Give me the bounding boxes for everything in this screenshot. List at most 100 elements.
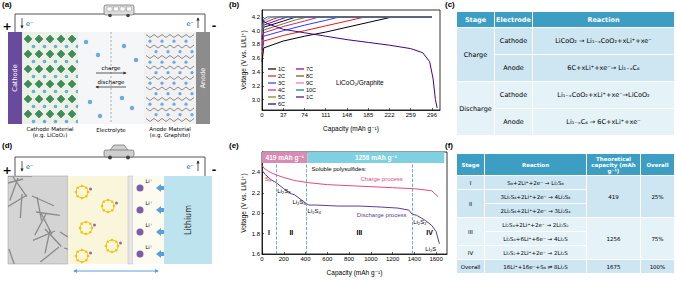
svg-text:II: II [289, 229, 293, 236]
svg-text:3.6: 3.6 [252, 55, 261, 61]
html-text:(b): (b) [229, 0, 240, 9]
svg-text:Li⁺: Li⁺ [146, 178, 153, 184]
svg-text:Li₂S₈: Li₂S₈ [277, 188, 291, 194]
svg-text:1C: 1C [278, 66, 285, 72]
svg-text:3C: 3C [278, 80, 285, 86]
html-text:(d): (d) [2, 141, 13, 150]
svg-text:Li⁺: Li⁺ [146, 244, 153, 250]
svg-text:+: + [2, 20, 11, 33]
html-text:(f): (f) [445, 141, 453, 150]
svg-text:III: III [356, 229, 362, 236]
svg-text:Capacity (mAh g⁻¹): Capacity (mAh g⁻¹) [323, 125, 379, 133]
svg-text:1256 mAh g⁻¹: 1256 mAh g⁻¹ [355, 154, 397, 162]
html-text:Charge: Charge [463, 50, 488, 59]
svg-text:0: 0 [260, 256, 264, 262]
svg-text:e⁻: e⁻ [26, 20, 33, 28]
svg-text:222: 222 [384, 112, 395, 118]
svg-text:6C: 6C [278, 101, 285, 107]
svg-text:Li₂S₂: Li₂S₂ [413, 219, 427, 225]
svg-text:S₈: S₈ [265, 176, 272, 182]
html-text:6C+xLi⁺+xe⁻→ Li₁₋ₓC₆: 6C+xLi⁺+xe⁻→ Li₁₋ₓC₆ [567, 64, 640, 72]
svg-text:2.2: 2.2 [252, 190, 261, 196]
svg-text:Anode Material: Anode Material [149, 126, 191, 132]
svg-text:Li₂S₄: Li₂S₄ [308, 208, 322, 214]
svg-text:10C: 10C [306, 87, 316, 93]
svg-text:1400: 1400 [408, 256, 422, 262]
svg-text:1.8: 1.8 [252, 231, 261, 237]
svg-text:e⁻: e⁻ [187, 20, 194, 28]
svg-text:37: 37 [280, 112, 287, 118]
svg-text:-: - [212, 19, 217, 32]
svg-text:4.0: 4.0 [252, 28, 261, 34]
svg-text:111: 111 [321, 112, 331, 118]
svg-text:3.8: 3.8 [252, 41, 261, 47]
html-text:(c): (c) [445, 0, 455, 9]
svg-text:Lithium: Lithium [184, 205, 193, 235]
svg-text:4.2: 4.2 [252, 14, 261, 20]
svg-text:-: - [212, 163, 217, 176]
svg-text:9C: 9C [306, 80, 313, 86]
svg-text:Voltage (V vs. Li/Li⁺): Voltage (V vs. Li/Li⁺) [240, 30, 248, 89]
svg-text:Cathode Material: Cathode Material [26, 126, 74, 132]
svg-text:2C: 2C [278, 73, 285, 79]
svg-text:1.6: 1.6 [252, 251, 261, 257]
svg-text:400: 400 [301, 256, 312, 262]
svg-text:8C: 8C [306, 73, 313, 79]
svg-text:Soluble polysulfides:: Soluble polysulfides: [312, 166, 367, 172]
html-text:Cathode: Cathode [499, 91, 528, 99]
svg-text:1000: 1000 [364, 256, 378, 262]
svg-text:600: 600 [322, 256, 333, 262]
svg-text:IV: IV [426, 229, 433, 236]
svg-text:Discharge process: Discharge process [357, 212, 407, 218]
svg-text:3.2: 3.2 [252, 83, 261, 89]
svg-text:Li₂S: Li₂S [425, 246, 436, 252]
svg-text:Voltage (V vs. Li/Li⁺): Voltage (V vs. Li/Li⁺) [240, 173, 248, 232]
html-text:Anode: Anode [503, 64, 524, 72]
svg-text:800: 800 [344, 256, 355, 262]
html-text:Cathode: Cathode [499, 37, 528, 45]
svg-text:Li⁺: Li⁺ [146, 222, 153, 228]
svg-text:1600: 1600 [429, 256, 443, 262]
svg-text:185: 185 [363, 112, 374, 118]
svg-text:148: 148 [342, 112, 353, 118]
svg-text:Li₂S₆: Li₂S₆ [292, 199, 306, 205]
svg-text:Anode: Anode [199, 68, 207, 89]
html-text:LiCoO₂ → Li₁₋ₓCoO₂+xLi⁺+xe⁻: LiCoO₂ → Li₁₋ₓCoO₂+xLi⁺+xe⁻ [555, 37, 652, 45]
svg-text:200: 200 [279, 256, 290, 262]
svg-text:3.4: 3.4 [252, 69, 261, 75]
svg-text:(e.g. LiCoO₂): (e.g. LiCoO₂) [33, 132, 68, 139]
svg-text:419 mAh g⁻¹: 419 mAh g⁻¹ [266, 154, 304, 162]
svg-text:1200: 1200 [386, 256, 400, 262]
svg-text:2.4: 2.4 [252, 169, 261, 175]
svg-text:1C: 1C [306, 94, 313, 100]
svg-text:3.0: 3.0 [252, 97, 261, 103]
html-text:Reaction: Reaction [587, 15, 620, 24]
svg-text:LiCoO₂/Graphite: LiCoO₂/Graphite [336, 79, 384, 87]
svg-text:e⁻: e⁻ [26, 163, 33, 171]
svg-text:74: 74 [301, 112, 308, 118]
svg-text:Cathode: Cathode [11, 64, 19, 91]
html-text:Stage: Stage [464, 15, 487, 24]
svg-text:296: 296 [427, 112, 438, 118]
svg-text:Capacity (mAh g⁻¹): Capacity (mAh g⁻¹) [327, 269, 383, 277]
svg-text:e⁻: e⁻ [187, 163, 194, 171]
svg-text:4C: 4C [278, 87, 285, 93]
svg-text:259: 259 [406, 112, 417, 118]
svg-text:Charge process: Charge process [361, 176, 403, 182]
svg-text:Electrolyte: Electrolyte [96, 127, 126, 134]
svg-text:2.0: 2.0 [252, 210, 261, 216]
svg-text:7C: 7C [306, 66, 313, 72]
html-text:Discharge: Discharge [459, 104, 492, 113]
svg-text:+: + [2, 164, 11, 177]
svg-text:charge: charge [102, 65, 122, 72]
html-text:(e): (e) [229, 141, 239, 150]
html-text:Electrode: Electrode [496, 15, 531, 24]
svg-text:Li⁺: Li⁺ [146, 200, 153, 206]
html-text:Theoretical capacity (mAh g⁻¹): Theoretical capacity (mAh g⁻¹) [591, 155, 636, 174]
html-text:(a): (a) [2, 0, 12, 9]
svg-text:discharge: discharge [98, 79, 125, 86]
svg-text:5C: 5C [278, 94, 285, 100]
svg-text:(e.g. Graphite): (e.g. Graphite) [150, 132, 190, 139]
svg-text:0: 0 [260, 112, 264, 118]
svg-text:I: I [268, 229, 270, 236]
